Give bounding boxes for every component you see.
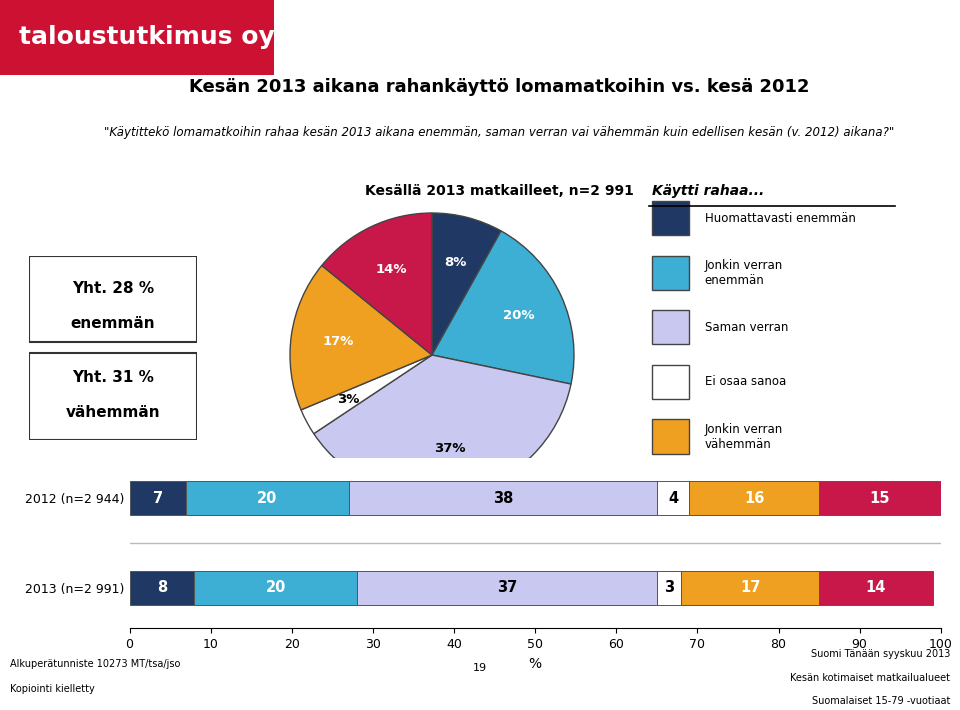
Bar <box>682 571 819 605</box>
Bar <box>186 481 348 515</box>
Text: Jonkin verran
enemmän: Jonkin verran enemmän <box>705 259 783 287</box>
FancyBboxPatch shape <box>653 202 689 236</box>
Text: 19: 19 <box>473 663 487 674</box>
FancyBboxPatch shape <box>653 365 689 399</box>
Text: 7: 7 <box>153 491 163 506</box>
Text: 37: 37 <box>496 581 516 596</box>
Text: 3: 3 <box>664 581 674 596</box>
Text: Kesän 2013 aikana rahankäyttö lomamatkoihin vs. kesä 2012: Kesän 2013 aikana rahankäyttö lomamatkoi… <box>189 78 809 96</box>
Bar <box>657 571 682 605</box>
Text: Alkuperätunniste 10273 MT/tsa/jso: Alkuperätunniste 10273 MT/tsa/jso <box>10 659 180 669</box>
Bar <box>689 481 819 515</box>
Text: Kesällä 2013 matkailleet, n=2 991: Kesällä 2013 matkailleet, n=2 991 <box>365 185 634 198</box>
Text: "Käytittekö lomamatkoihin rahaa kesän 2013 aikana enemmän, saman verran vai vähe: "Käytittekö lomamatkoihin rahaa kesän 20… <box>104 126 895 139</box>
Text: Suomi Tänään syyskuu 2013: Suomi Tänään syyskuu 2013 <box>811 649 950 660</box>
Text: 16: 16 <box>744 491 764 506</box>
Text: Saman verran: Saman verran <box>705 321 788 334</box>
Text: 3%: 3% <box>337 393 359 406</box>
Text: 15: 15 <box>870 491 890 506</box>
FancyBboxPatch shape <box>29 256 197 342</box>
Text: Huomattavasti vähemmän: Huomattavasti vähemmän <box>705 484 862 498</box>
Bar <box>657 481 689 515</box>
Text: taloustutkimus oy: taloustutkimus oy <box>19 26 275 49</box>
Wedge shape <box>322 213 432 355</box>
Bar <box>130 481 186 515</box>
Text: enemmän: enemmän <box>70 317 156 332</box>
Bar <box>819 481 941 515</box>
Text: 37%: 37% <box>434 442 466 455</box>
FancyBboxPatch shape <box>29 354 197 440</box>
Wedge shape <box>301 355 432 434</box>
FancyBboxPatch shape <box>653 310 689 344</box>
Text: 17: 17 <box>740 581 760 596</box>
Bar <box>130 571 195 605</box>
Text: 8%: 8% <box>444 256 468 269</box>
Text: Kesän kotimaiset matkailualueet: Kesän kotimaiset matkailualueet <box>790 673 950 683</box>
Bar <box>195 571 357 605</box>
Text: Kopiointi kielletty: Kopiointi kielletty <box>10 684 94 694</box>
Text: Yht. 31 %: Yht. 31 % <box>72 370 154 385</box>
FancyBboxPatch shape <box>653 474 689 508</box>
Text: 14: 14 <box>866 581 886 596</box>
Text: 8: 8 <box>156 581 167 596</box>
Text: Jonkin verran
vähemmän: Jonkin verran vähemmän <box>705 422 783 451</box>
Text: 20%: 20% <box>503 309 535 322</box>
Text: 20: 20 <box>257 491 277 506</box>
Bar <box>348 481 657 515</box>
Wedge shape <box>314 355 571 497</box>
Text: 4: 4 <box>668 491 678 506</box>
Wedge shape <box>432 213 501 355</box>
Text: 38: 38 <box>492 491 513 506</box>
FancyBboxPatch shape <box>653 420 689 454</box>
Bar <box>357 571 657 605</box>
FancyBboxPatch shape <box>653 256 689 290</box>
Wedge shape <box>432 231 574 384</box>
Text: vähemmän: vähemmän <box>65 405 160 420</box>
Text: Ei osaa sanoa: Ei osaa sanoa <box>705 376 786 388</box>
Text: 20: 20 <box>265 581 286 596</box>
X-axis label: %: % <box>529 657 541 671</box>
Text: Huomattavasti enemmän: Huomattavasti enemmän <box>705 212 855 225</box>
Wedge shape <box>290 266 432 410</box>
Text: 17%: 17% <box>323 335 353 348</box>
Text: Suomalaiset 15-79 -vuotiaat: Suomalaiset 15-79 -vuotiaat <box>812 696 950 706</box>
Text: Yht. 28 %: Yht. 28 % <box>72 281 154 296</box>
Text: 14%: 14% <box>375 263 407 275</box>
Text: Käytti rahaa...: Käytti rahaa... <box>653 185 765 198</box>
Bar <box>819 571 933 605</box>
